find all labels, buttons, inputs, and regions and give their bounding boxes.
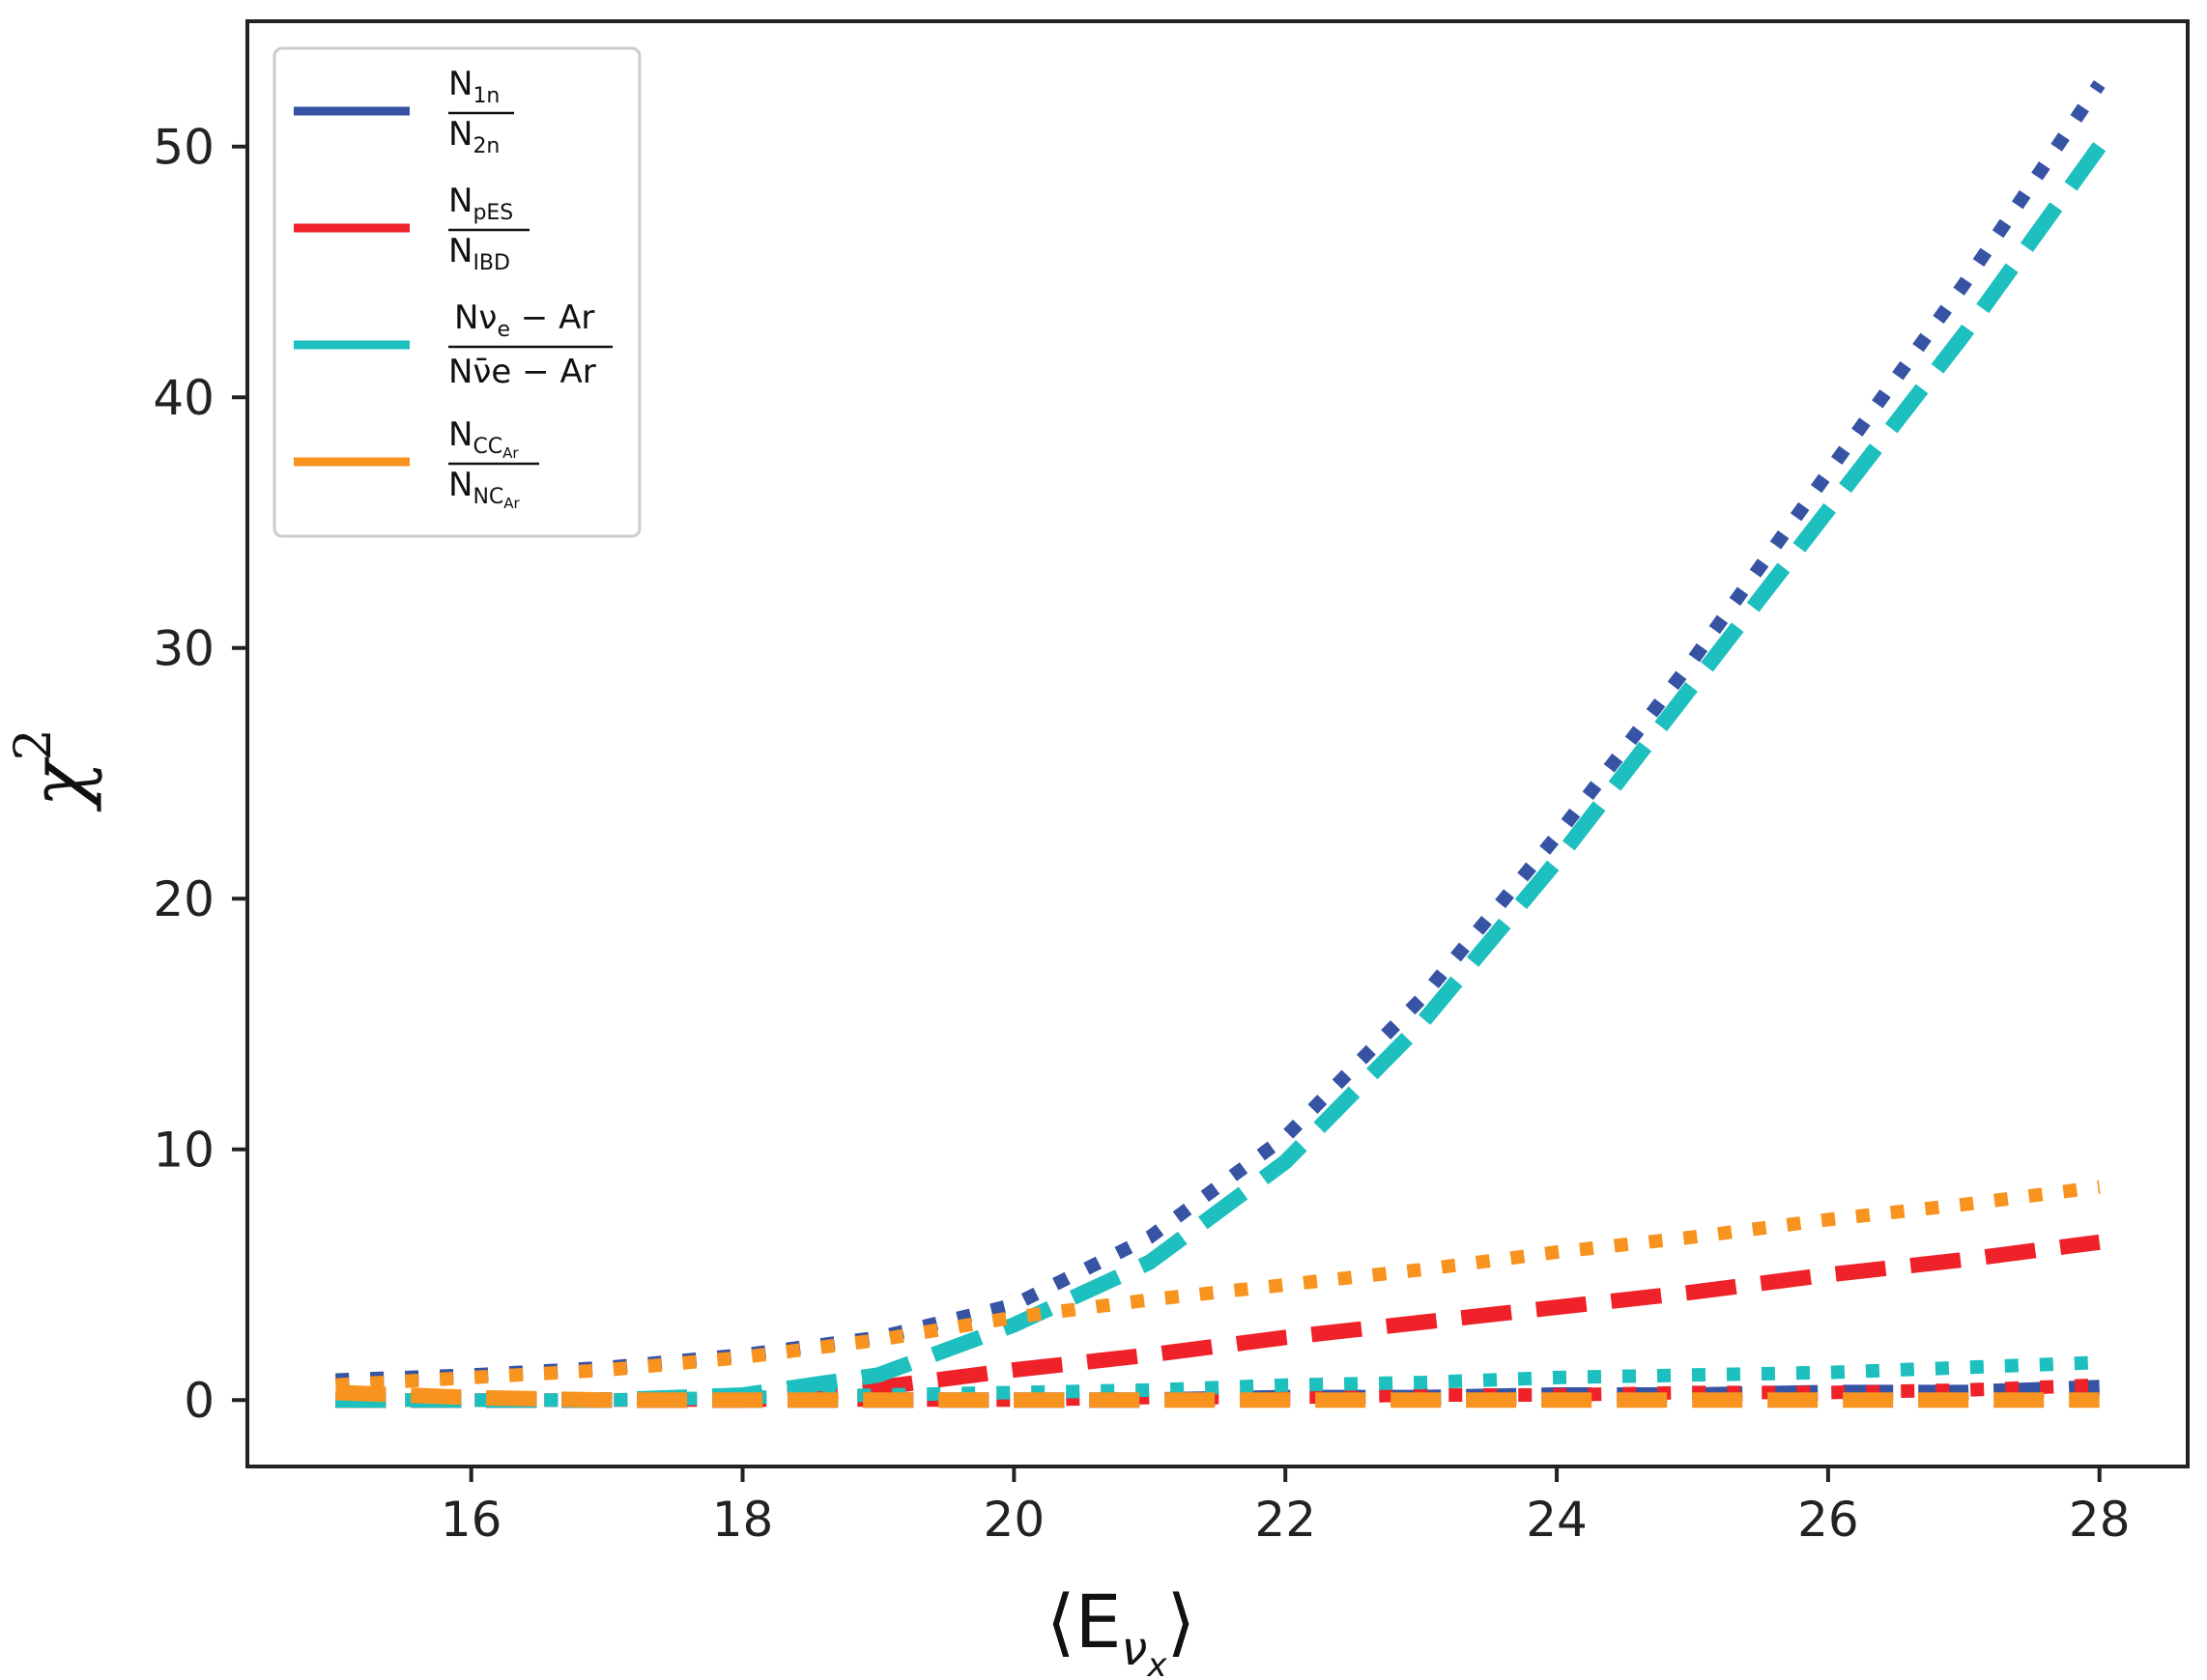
x-tick-label: 26	[1797, 1492, 1859, 1548]
x-axis-label-subsub: x	[1146, 1646, 1167, 1680]
plot-frame	[245, 19, 2190, 1468]
x-axis-label-sub: ν	[1122, 1622, 1148, 1676]
legend-den-n2n: N2n	[448, 115, 500, 158]
y-axis-label-sup: 2	[5, 728, 63, 760]
x-tick-label: 28	[2069, 1492, 2131, 1548]
series-line-5	[335, 1355, 2100, 1408]
legend-num-n1n: N1n	[448, 65, 500, 108]
y-tick-label: 0	[184, 1373, 215, 1429]
legend-entry-npes-nibd: NpES NIBD	[294, 182, 530, 275]
x-tick-label: 24	[1526, 1492, 1588, 1548]
legend-entry-nue-ar: Nνe − Ar Nν̄e − Ar	[294, 299, 613, 391]
y-tick-label: 10	[153, 1123, 215, 1179]
x-tick-label: 18	[712, 1492, 774, 1548]
legend-den-nuebar-ar: Nν̄e − Ar	[448, 353, 596, 391]
legend-den-nibd: NIBD	[448, 232, 510, 275]
x-tick-label: 16	[441, 1492, 502, 1548]
legend-box	[272, 46, 642, 538]
x-axis-label-close: ⟩	[1166, 1579, 1195, 1665]
y-tick-label: 50	[153, 120, 215, 176]
y-tick-label: 30	[153, 621, 215, 677]
legend-entry-n1n-n2n: N1n N2n	[294, 65, 514, 158]
x-axis-label: ⟨Eνx⟩	[1046, 1579, 1195, 1680]
legend-den-nnc: NNCAr	[448, 466, 521, 512]
x-axis-label-open: ⟨E	[1046, 1579, 1122, 1665]
legend-num-nue-ar: Nνe − Ar	[454, 299, 594, 342]
series-line-7	[335, 1384, 2100, 1409]
series-line-4	[335, 142, 2107, 1409]
x-tick-label: 20	[984, 1492, 1046, 1548]
y-axis-label: χ2	[5, 728, 103, 812]
y-tick-label: 40	[153, 370, 215, 426]
legend: N1n N2n NpES NIBD Nνe − Ar Nν̄e − Ar NCC…	[272, 46, 642, 538]
x-tick-label: 22	[1254, 1492, 1316, 1548]
legend-entry-ncc-nnc: NCCAr NNCAr	[294, 415, 539, 512]
legend-num-ncc: NCCAr	[448, 415, 519, 462]
y-axis-label-chi: χ	[14, 756, 103, 812]
x-axis: 16 18 20 22 24 26 28	[441, 1466, 2131, 1548]
y-tick-label: 20	[153, 871, 215, 927]
y-axis: 0 10 20 30 40 50	[153, 120, 247, 1429]
legend-num-npes: NpES	[448, 182, 513, 225]
series-layer	[334, 79, 2107, 1409]
series-line-2	[335, 1234, 2101, 1409]
